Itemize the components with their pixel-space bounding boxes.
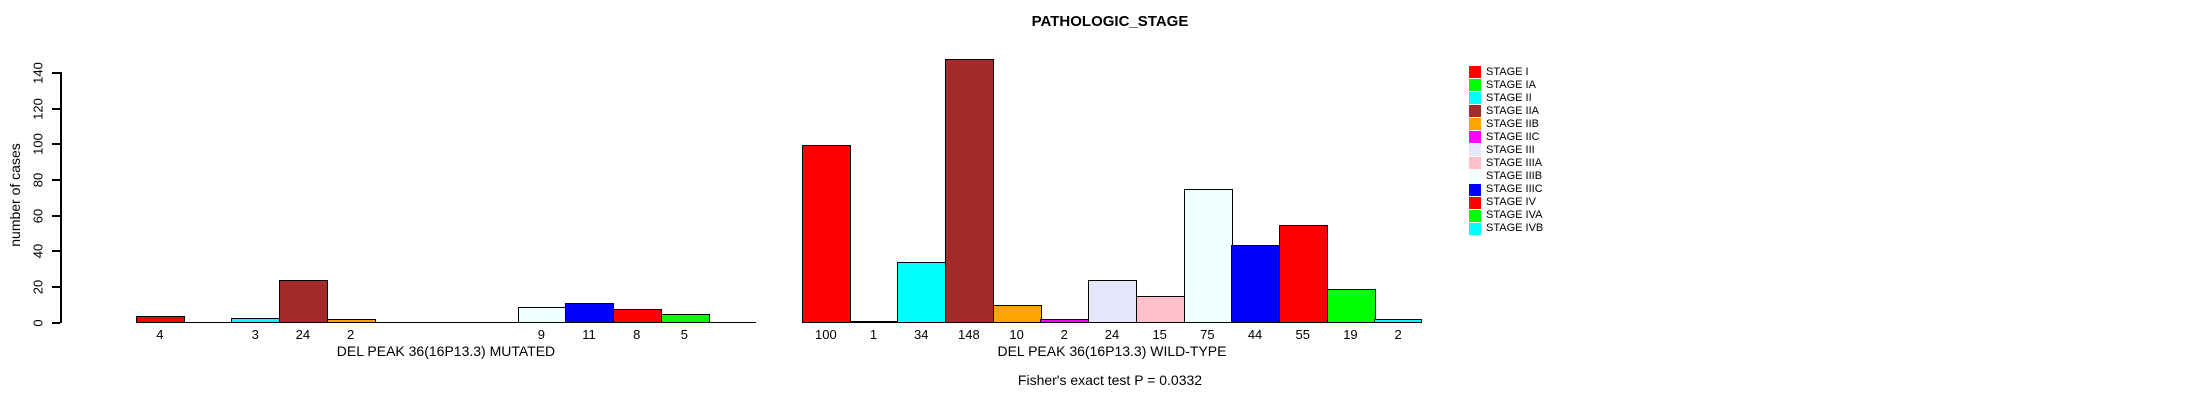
legend-swatch	[1469, 131, 1481, 144]
bar-stage-iiib	[517, 306, 567, 323]
legend-label: STAGE IVA	[1486, 209, 1543, 222]
bar-value-label: 24	[295, 327, 311, 342]
y-tick-label: 60	[30, 208, 46, 223]
bar-value-label: 2	[346, 327, 355, 342]
y-axis-line	[60, 72, 62, 323]
y-tick	[52, 321, 60, 324]
bar-value-label: 55	[1295, 327, 1310, 342]
y-tick	[52, 214, 60, 217]
bar-stage-ii	[231, 317, 281, 323]
bar-stage-iic	[1040, 319, 1090, 323]
legend-swatch	[1469, 209, 1481, 222]
bar-stage-iii	[1088, 280, 1138, 323]
bar-value-label: 100	[814, 327, 837, 342]
bar-stage-i	[136, 315, 186, 323]
bar-stage-iva	[1326, 289, 1376, 323]
y-tick	[52, 179, 60, 182]
legend-swatch	[1469, 92, 1481, 105]
bar-value-label: 44	[1247, 327, 1263, 342]
bar-stage-iib	[992, 305, 1042, 323]
bar-value-label: 1	[869, 327, 878, 342]
bar-stage-i	[802, 144, 852, 323]
bar-value-label: 11	[582, 327, 596, 342]
legend-swatch	[1469, 183, 1481, 196]
bar-value-label: 148	[958, 327, 980, 342]
bar-stage-ivb	[1374, 319, 1422, 323]
legend-label: STAGE III	[1486, 143, 1535, 156]
bar-value-label: 2	[1060, 327, 1068, 342]
y-tick-label: 120	[30, 97, 46, 120]
legend-label: STAGE IA	[1486, 78, 1536, 91]
bar-stage-ii	[897, 262, 947, 323]
y-tick	[52, 107, 60, 110]
y-tick-label: 40	[30, 244, 46, 259]
bar-stage-ia	[849, 321, 899, 324]
bar-stage-iiib	[1183, 189, 1233, 323]
legend-swatch	[1469, 196, 1481, 209]
bar-stage-iiia	[1135, 296, 1186, 323]
legend-label: STAGE I	[1486, 65, 1529, 78]
y-tick	[52, 250, 60, 253]
bar-value-label: 5	[680, 327, 689, 342]
legend-label: STAGE IIIB	[1486, 170, 1543, 183]
legend-swatch	[1469, 118, 1481, 131]
legend-label: STAGE IIB	[1486, 117, 1539, 130]
x-axis-label-wild-type: DEL PEAK 36(16P13.3) WILD-TYPE	[997, 343, 1227, 359]
legend-label: STAGE IIA	[1486, 104, 1539, 117]
bar-stage-iia	[279, 280, 329, 323]
legend-swatch	[1469, 170, 1481, 183]
legend-swatch	[1469, 105, 1481, 118]
legend-swatch	[1469, 144, 1481, 157]
bar-stage-iv	[1278, 224, 1329, 323]
y-tick-label: 140	[30, 62, 46, 85]
y-tick	[52, 143, 60, 146]
bar-stage-iiic	[565, 303, 615, 323]
legend-swatch	[1469, 157, 1481, 170]
bar-value-label: 4	[156, 327, 164, 342]
bar-value-label: 24	[1104, 327, 1120, 342]
legend-swatch	[1469, 66, 1481, 78]
bar-value-label: 8	[633, 327, 641, 342]
bar-value-label: 10	[1009, 327, 1024, 342]
legend-swatch	[1469, 222, 1481, 235]
fisher-test-note: Fisher's exact test P = 0.0332	[1017, 372, 1203, 388]
y-tick-label: 80	[30, 172, 46, 188]
legend-label: STAGE IV	[1486, 196, 1536, 209]
x-axis-label-mutated: DEL PEAK 36(16P13.3) MUTATED	[336, 343, 556, 359]
bar-value-label: 34	[913, 327, 929, 342]
bar-value-label: 15	[1152, 327, 1167, 342]
legend-label: STAGE IIIC	[1486, 183, 1543, 196]
bar-value-label: 3	[251, 327, 259, 342]
legend-label: STAGE IIIA	[1486, 156, 1543, 169]
bar-value-label: 9	[537, 327, 545, 342]
y-tick	[52, 286, 60, 289]
y-tick	[52, 72, 60, 75]
legend-label: STAGE IVB	[1486, 222, 1544, 235]
bar-value-label: 2	[1394, 327, 1402, 342]
y-tick-label: 100	[30, 133, 46, 156]
bar-stage-iiic	[1231, 244, 1281, 323]
bar-stage-iib	[326, 319, 376, 323]
bar-stage-iia	[945, 59, 995, 323]
legend-label: STAGE II	[1486, 91, 1532, 104]
y-tick-label: 0	[30, 319, 46, 327]
bar-value-label: 19	[1343, 327, 1358, 342]
y-tick-label: 20	[30, 279, 46, 295]
y-axis-title: number of cases	[7, 143, 23, 247]
chart-title: PATHOLOGIC_STAGE	[1031, 13, 1189, 30]
bar-value-label: 75	[1200, 327, 1215, 342]
legend-swatch	[1469, 79, 1481, 92]
bar-stage-iv	[612, 308, 663, 323]
x-baseline	[136, 321, 756, 324]
bar-stage-iva	[660, 314, 710, 323]
legend-label: STAGE IIC	[1486, 130, 1540, 143]
